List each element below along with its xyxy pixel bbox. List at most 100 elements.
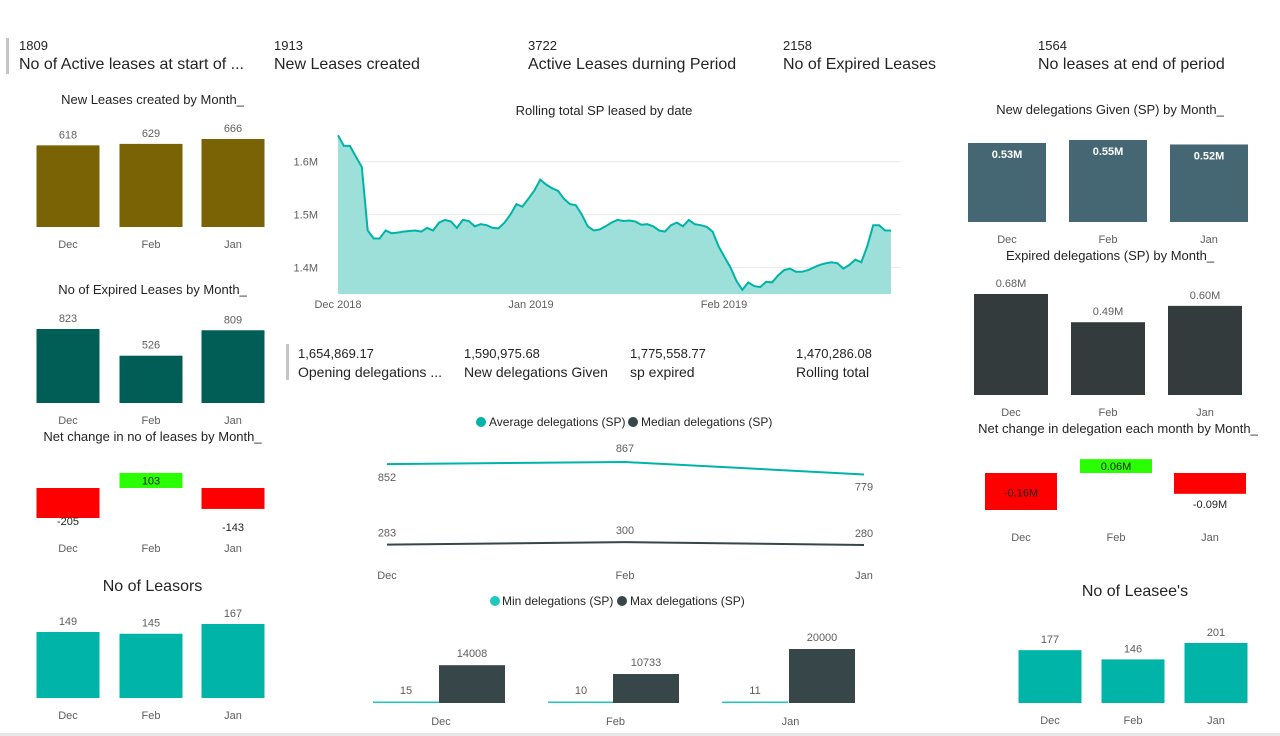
new-deleg-chart-title: New delegations Given (SP) by Month_ <box>996 102 1224 117</box>
min-bar[interactable] <box>548 701 614 704</box>
expired-bar[interactable] <box>36 329 100 403</box>
kpi-end-period[interactable]: 1564 No leases at end of period <box>1038 38 1225 74</box>
leasors-data-label: 149 <box>59 616 77 628</box>
kpi-opening-delegations[interactable]: 1,654,869.17 Opening delegations ... <box>298 346 442 380</box>
leasees-bar[interactable] <box>1018 650 1082 703</box>
net_deleg-category-label: Feb <box>1107 532 1126 544</box>
min-bar[interactable] <box>722 701 788 704</box>
kpi-expired[interactable]: 2158 No of Expired Leases <box>783 38 936 74</box>
line-category-label: Jan <box>855 570 873 582</box>
net_deleg-bar[interactable] <box>1080 459 1152 473</box>
min-bar[interactable] <box>373 701 439 704</box>
rolling-y-tick: 1.5M <box>294 210 318 222</box>
net_change-category-label: Jan <box>224 543 242 555</box>
leasors-category-label: Dec <box>58 710 78 722</box>
net_deleg-data-label: -0.16M <box>1004 488 1038 500</box>
legend-median-marker[interactable] <box>628 417 638 427</box>
kpi-active-start[interactable]: 1809 No of Active leases at start of ... <box>19 38 244 74</box>
net_change-bar[interactable] <box>201 488 265 509</box>
max-bar[interactable] <box>439 665 505 703</box>
rolling-x-tick: Jan 2019 <box>508 299 553 311</box>
max-bar[interactable] <box>789 649 855 703</box>
exp_deleg-category-label: Jan <box>1196 407 1214 419</box>
line-category-label: Feb <box>616 570 635 582</box>
net_deleg-data-label: 0.06M <box>1101 461 1132 473</box>
legend-avg-marker[interactable] <box>476 417 486 427</box>
net-change-chart-title: Net change in no of leases by Month_ <box>43 429 262 444</box>
legend-avg-label: Average delegations (SP) <box>489 415 626 429</box>
legend-min-marker[interactable] <box>490 596 500 606</box>
net_change-data-label: 103 <box>142 475 160 487</box>
new_leases-category-label: Dec <box>58 239 78 251</box>
leasors-bar[interactable] <box>201 624 265 698</box>
leasees-chart-title: No of Leasee's <box>1081 583 1189 600</box>
new_deleg-data-label: 0.52M <box>1194 150 1225 162</box>
kpi-value: 1913 <box>274 38 303 53</box>
kpi-value: 1,775,558.77 <box>630 346 706 361</box>
exp_deleg-bar[interactable] <box>1168 305 1242 395</box>
new_leases-bar[interactable] <box>119 143 183 227</box>
net_change-category-label: Feb <box>142 543 161 555</box>
leasors-bar[interactable] <box>119 633 183 698</box>
new_deleg-bar[interactable] <box>1170 144 1248 222</box>
line-data-label: 779 <box>855 481 873 493</box>
legend-max-label: Max delegations (SP) <box>630 594 745 608</box>
kpi-label: Active Leases durning Period <box>528 56 737 73</box>
net_deleg-bar[interactable] <box>985 473 1057 510</box>
exp_deleg-bar[interactable] <box>974 294 1048 395</box>
leasors-data-label: 167 <box>224 608 242 620</box>
new_deleg-category-label: Jan <box>1200 234 1218 246</box>
leasors-category-label: Feb <box>142 710 161 722</box>
leasees-category-label: Jan <box>1207 715 1225 727</box>
kpi-value: 3722 <box>528 38 557 53</box>
max-bar[interactable] <box>613 674 679 703</box>
net_change-bar[interactable] <box>119 472 183 488</box>
new_deleg-category-label: Feb <box>1099 234 1118 246</box>
kpi-new-delegations[interactable]: 1,590,975.68 New delegations Given <box>464 346 608 380</box>
leasees-bar[interactable] <box>1101 659 1165 703</box>
expired-data-label: 809 <box>224 314 242 326</box>
exp_deleg-category-label: Dec <box>1001 407 1021 419</box>
new_leases-bar[interactable] <box>36 145 100 227</box>
net_change-bar[interactable] <box>36 488 100 518</box>
new_deleg-bar[interactable] <box>1069 140 1147 222</box>
exp_deleg-bar[interactable] <box>1071 322 1145 395</box>
expired-category-label: Feb <box>142 415 161 427</box>
minmax-category-label: Jan <box>782 716 800 728</box>
kpi-new-leases[interactable]: 1913 New Leases created <box>274 38 420 74</box>
expired-bar[interactable] <box>119 355 183 403</box>
kpi-value: 1,590,975.68 <box>464 346 540 361</box>
new_deleg-category-label: Dec <box>997 234 1017 246</box>
line-data-label: 283 <box>378 528 396 540</box>
net_change-category-label: Dec <box>58 543 78 555</box>
leasors-chart-title: No of Leasors <box>102 578 203 595</box>
leasees-data-label: 177 <box>1041 634 1059 646</box>
leasees-data-label: 146 <box>1124 643 1142 655</box>
net_deleg-category-label: Dec <box>1011 532 1031 544</box>
exp-deleg-chart-title: Expired delegations (SP) by Month_ <box>1005 248 1215 263</box>
legend-max-marker[interactable] <box>617 596 627 606</box>
kpi-rolling-total[interactable]: 1,470,286.08 Rolling total <box>796 346 872 380</box>
rolling-line <box>337 134 891 292</box>
net_change-data-label: -143 <box>222 522 244 534</box>
new_deleg-bar[interactable] <box>968 142 1046 222</box>
kpi-active-during[interactable]: 3722 Active Leases durning Period <box>528 38 736 74</box>
rolling-area <box>338 135 891 294</box>
net_deleg-bar[interactable] <box>1174 473 1246 494</box>
rolling-x-tick: Dec 2018 <box>314 299 361 311</box>
kpi-accent-bar <box>6 38 9 74</box>
expired-bar[interactable] <box>201 330 265 403</box>
leasors-bar[interactable] <box>36 631 100 698</box>
leasees-data-label: 201 <box>1207 627 1225 639</box>
new_deleg-data-label: 0.55M <box>1093 146 1124 158</box>
kpi-value: 1,470,286.08 <box>796 346 872 361</box>
new_leases-bar[interactable] <box>201 139 265 227</box>
leasees-category-label: Feb <box>1124 715 1143 727</box>
kpi-sp-expired[interactable]: 1,775,558.77 sp expired <box>630 346 706 380</box>
min-data-label: 10 <box>575 685 587 697</box>
expired-leases-chart-title: No of Expired Leases by Month_ <box>58 282 247 297</box>
leasees-bar[interactable] <box>1184 643 1248 703</box>
line-category-label: Dec <box>377 570 397 582</box>
minmax-category-label: Feb <box>606 716 625 728</box>
